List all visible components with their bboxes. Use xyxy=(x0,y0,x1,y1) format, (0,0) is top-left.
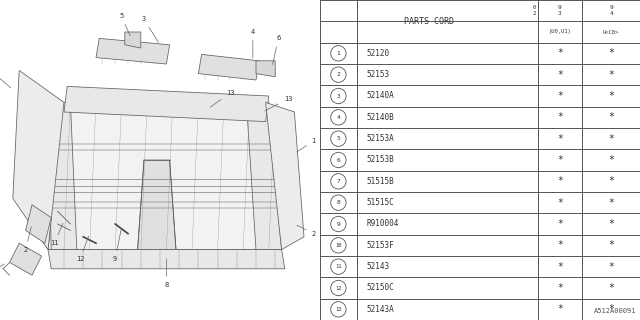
Text: 52153A: 52153A xyxy=(366,134,394,143)
Text: *: * xyxy=(608,176,614,186)
Text: 8: 8 xyxy=(337,200,340,205)
Text: *: * xyxy=(608,262,614,272)
Text: U<C0>: U<C0> xyxy=(603,29,620,35)
Text: 4: 4 xyxy=(337,115,340,120)
Text: 9
4: 9 4 xyxy=(609,5,613,16)
Polygon shape xyxy=(48,102,282,250)
Text: 13: 13 xyxy=(211,90,235,107)
Polygon shape xyxy=(256,61,275,77)
Text: 11: 11 xyxy=(50,223,63,246)
Text: 52153: 52153 xyxy=(366,70,390,79)
Text: *: * xyxy=(557,70,563,80)
Text: *: * xyxy=(608,304,614,314)
Text: R910004: R910004 xyxy=(366,220,399,228)
Text: *: * xyxy=(608,134,614,144)
Text: *: * xyxy=(557,155,563,165)
Text: *: * xyxy=(608,219,614,229)
Text: 5: 5 xyxy=(120,13,130,36)
Text: 12: 12 xyxy=(335,285,342,291)
Text: *: * xyxy=(557,112,563,122)
Text: 7: 7 xyxy=(0,68,11,88)
Text: *: * xyxy=(557,304,563,314)
Text: A512A00091: A512A00091 xyxy=(595,308,637,314)
Text: 10: 10 xyxy=(335,243,342,248)
Text: 13: 13 xyxy=(265,96,292,111)
Text: PARTS CORD: PARTS CORD xyxy=(404,17,454,26)
Text: 52140B: 52140B xyxy=(366,113,394,122)
Text: 2: 2 xyxy=(24,227,31,252)
Text: 52120: 52120 xyxy=(366,49,390,58)
Polygon shape xyxy=(48,102,77,250)
Polygon shape xyxy=(13,70,64,250)
Text: *: * xyxy=(608,240,614,250)
Text: 1: 1 xyxy=(337,51,340,56)
Text: *: * xyxy=(557,198,563,208)
Text: (U0,U1): (U0,U1) xyxy=(548,29,572,35)
Polygon shape xyxy=(246,102,282,250)
Text: 6: 6 xyxy=(337,157,340,163)
Text: 52150C: 52150C xyxy=(366,284,394,292)
Text: *: * xyxy=(557,48,563,58)
Text: 52143: 52143 xyxy=(366,262,390,271)
Text: 1: 1 xyxy=(297,138,316,152)
Text: 6: 6 xyxy=(273,36,280,65)
Polygon shape xyxy=(48,250,285,269)
Text: 52153F: 52153F xyxy=(366,241,394,250)
Polygon shape xyxy=(125,32,141,48)
Text: 0
2: 0 2 xyxy=(532,5,536,16)
Text: *: * xyxy=(557,176,563,186)
Text: *: * xyxy=(557,262,563,272)
Text: 52140A: 52140A xyxy=(366,92,394,100)
Text: *: * xyxy=(557,283,563,293)
Text: 7: 7 xyxy=(337,179,340,184)
Text: 5: 5 xyxy=(337,136,340,141)
Polygon shape xyxy=(96,38,170,64)
Text: 10: 10 xyxy=(0,264,4,278)
Text: *: * xyxy=(557,134,563,144)
Text: *: * xyxy=(608,112,614,122)
Text: *: * xyxy=(608,198,614,208)
Polygon shape xyxy=(266,102,304,250)
Polygon shape xyxy=(138,160,176,250)
Text: 51515B: 51515B xyxy=(366,177,394,186)
Text: 3: 3 xyxy=(337,93,340,99)
Text: *: * xyxy=(608,155,614,165)
Text: *: * xyxy=(608,70,614,80)
Text: 4: 4 xyxy=(251,29,255,58)
Text: *: * xyxy=(557,240,563,250)
Text: 52153B: 52153B xyxy=(366,156,394,164)
Text: 8: 8 xyxy=(164,259,168,288)
Text: *: * xyxy=(557,91,563,101)
Text: 52143A: 52143A xyxy=(366,305,394,314)
Text: 2: 2 xyxy=(297,225,316,236)
Text: 51515C: 51515C xyxy=(366,198,394,207)
Text: 11: 11 xyxy=(335,264,342,269)
Text: 9
3: 9 3 xyxy=(558,5,562,16)
Polygon shape xyxy=(198,54,259,80)
Text: 9: 9 xyxy=(337,221,340,227)
Polygon shape xyxy=(64,86,269,122)
Polygon shape xyxy=(26,205,51,243)
Polygon shape xyxy=(10,243,42,275)
Text: 9: 9 xyxy=(113,230,121,262)
Text: 12: 12 xyxy=(76,236,88,262)
Text: *: * xyxy=(608,48,614,58)
Text: *: * xyxy=(557,219,563,229)
Text: 2: 2 xyxy=(337,72,340,77)
Text: *: * xyxy=(608,283,614,293)
Text: *: * xyxy=(608,91,614,101)
Text: 3: 3 xyxy=(142,16,159,43)
Text: 13: 13 xyxy=(335,307,342,312)
